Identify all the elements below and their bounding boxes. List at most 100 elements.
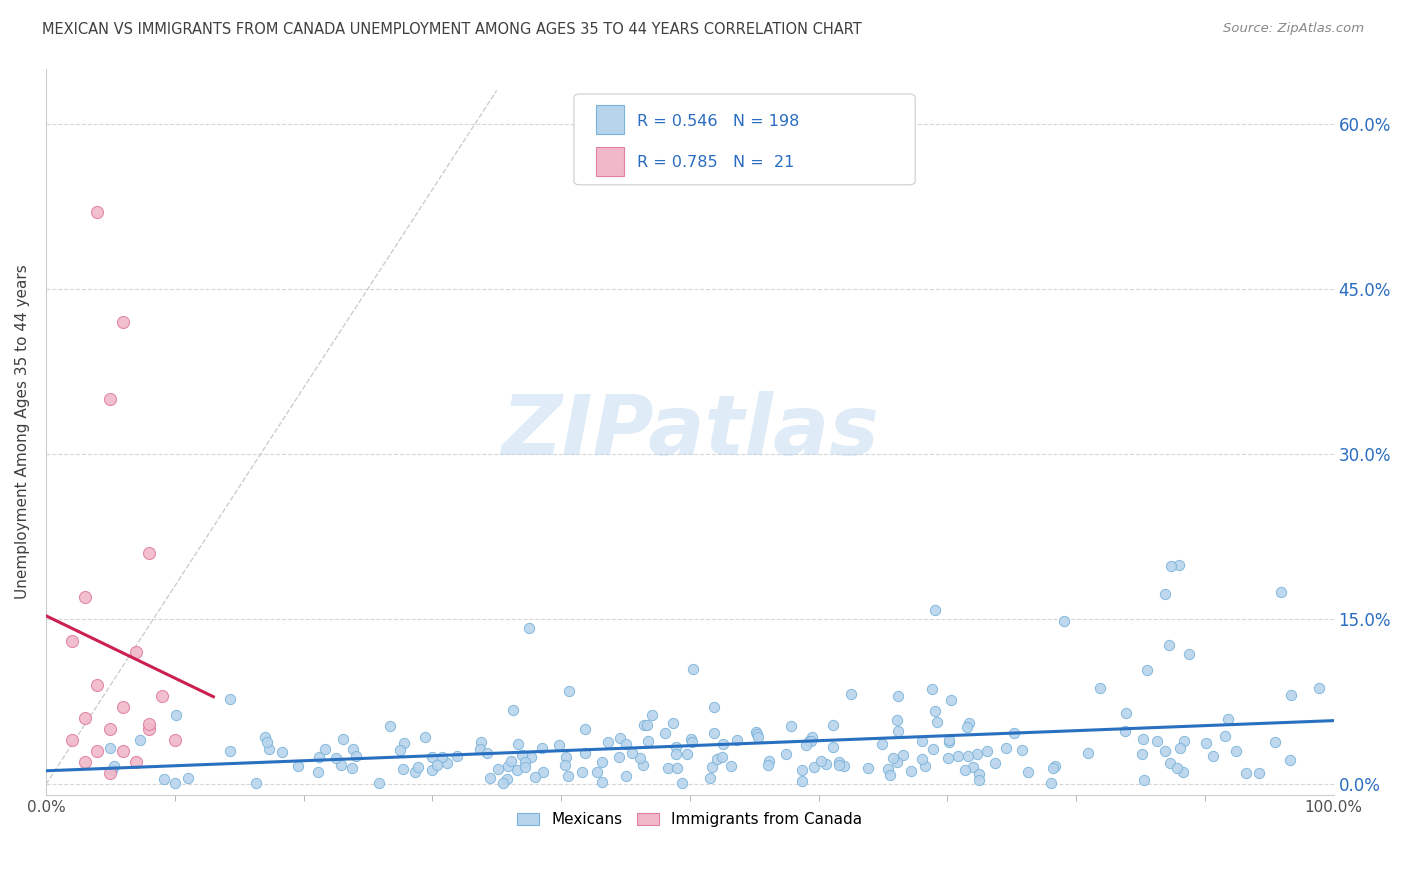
Point	[676, 747, 699, 761]
Point	[1201, 749, 1223, 764]
Point	[911, 734, 934, 748]
Point	[887, 689, 910, 703]
Point	[394, 736, 416, 750]
Point	[1132, 772, 1154, 787]
Point	[637, 734, 659, 748]
Point	[486, 762, 509, 776]
Point	[924, 704, 946, 718]
Point	[571, 765, 593, 780]
Point	[150, 690, 173, 704]
Point	[640, 707, 662, 722]
Point	[138, 723, 160, 737]
Point	[699, 772, 721, 786]
Point	[607, 750, 630, 764]
Point	[886, 713, 908, 727]
Point	[495, 772, 517, 786]
Point	[1264, 735, 1286, 749]
Point	[596, 734, 619, 748]
Legend: Mexicans, Immigrants from Canada: Mexicans, Immigrants from Canada	[510, 805, 870, 835]
Point	[799, 734, 821, 748]
Point	[780, 719, 803, 733]
Point	[342, 741, 364, 756]
Point	[502, 703, 524, 717]
Point	[153, 772, 176, 786]
Point	[1039, 776, 1062, 790]
Point	[1225, 743, 1247, 757]
Point	[967, 767, 990, 781]
Point	[633, 758, 655, 772]
Point	[165, 707, 187, 722]
Point	[1216, 712, 1239, 726]
Point	[112, 315, 135, 329]
Point	[703, 700, 725, 714]
Point	[555, 749, 578, 764]
Point	[98, 723, 121, 737]
Point	[1159, 756, 1181, 770]
Point	[548, 738, 571, 752]
Point	[86, 204, 108, 219]
Point	[406, 760, 429, 774]
Point	[314, 741, 336, 756]
Point	[821, 739, 844, 754]
Point	[103, 759, 125, 773]
Point	[392, 762, 415, 776]
Point	[995, 741, 1018, 756]
Point	[891, 747, 914, 762]
Point	[681, 731, 703, 746]
Point	[614, 737, 637, 751]
Point	[727, 733, 749, 747]
Point	[426, 758, 449, 772]
FancyBboxPatch shape	[596, 105, 624, 134]
Point	[1154, 587, 1177, 601]
Point	[98, 392, 121, 406]
FancyBboxPatch shape	[596, 147, 624, 176]
Point	[803, 760, 825, 774]
Point	[499, 754, 522, 768]
Point	[957, 716, 980, 731]
Point	[1042, 761, 1064, 775]
Point	[287, 759, 309, 773]
Point	[665, 761, 688, 775]
Point	[574, 722, 596, 736]
Point	[256, 735, 278, 749]
Point	[747, 727, 769, 741]
Point	[128, 732, 150, 747]
Point	[911, 752, 934, 766]
Point	[1308, 681, 1330, 696]
Point	[1234, 765, 1257, 780]
Point	[758, 755, 780, 769]
Point	[86, 678, 108, 692]
Point	[591, 755, 613, 769]
Point	[586, 765, 609, 780]
Point	[939, 693, 962, 707]
Text: ZIPatlas: ZIPatlas	[501, 392, 879, 473]
Point	[530, 741, 553, 756]
Point	[73, 590, 96, 604]
Point	[1130, 747, 1153, 761]
FancyBboxPatch shape	[574, 94, 915, 185]
Point	[801, 731, 824, 745]
Point	[984, 756, 1007, 771]
Point	[430, 749, 453, 764]
Point	[1132, 731, 1154, 746]
Point	[332, 732, 354, 747]
Point	[966, 747, 988, 761]
Point	[515, 756, 537, 770]
Point	[1017, 764, 1039, 779]
Point	[415, 730, 437, 744]
Point	[969, 772, 991, 787]
Point	[882, 751, 904, 765]
Point	[879, 768, 901, 782]
Point	[138, 546, 160, 560]
Point	[962, 760, 984, 774]
Point	[886, 756, 908, 770]
Point	[1160, 558, 1182, 573]
Point	[832, 759, 855, 773]
Point	[73, 756, 96, 770]
Point	[508, 737, 530, 751]
Point	[512, 748, 534, 763]
Point	[665, 747, 688, 761]
Point	[938, 735, 960, 749]
Point	[496, 759, 519, 773]
Point	[517, 621, 540, 635]
